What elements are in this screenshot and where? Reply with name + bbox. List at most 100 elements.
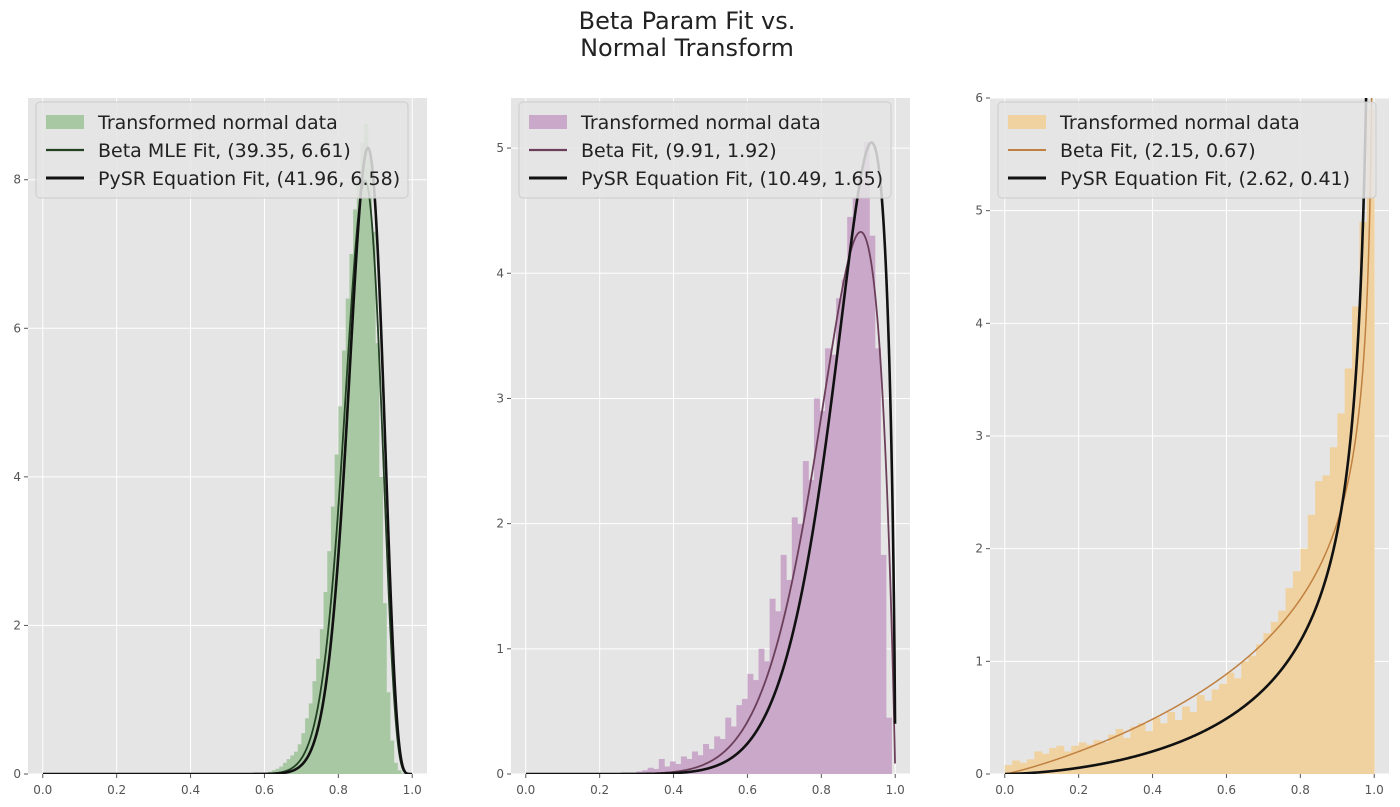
x-tick-label: 1.0 (886, 783, 905, 797)
legend-swatch-histogram (529, 115, 567, 129)
histogram-bar (1041, 753, 1050, 774)
histogram-bar (841, 279, 848, 774)
histogram-bar (858, 179, 865, 774)
y-tick-label: 6 (13, 321, 21, 335)
histogram-bar (752, 680, 759, 774)
legend-label: Beta Fit, (2.15, 0.67) (1060, 140, 1256, 162)
subplot-left: 0.0 0.2 0.4 0.6 0.8 1.0 0 2 4 6 8 Transformed norma… (13, 98, 427, 797)
histogram-bar (338, 406, 343, 774)
y-tick-label: 3 (496, 391, 504, 405)
histogram-bar (364, 124, 369, 774)
histogram-bar (1130, 726, 1139, 774)
legend: Transformed normal data Beta Fit, (2.15, … (997, 101, 1377, 199)
legend-box (35, 101, 409, 199)
histogram-bar (808, 479, 815, 774)
histogram-bar (1292, 571, 1301, 774)
histogram-bar (1167, 712, 1176, 774)
histogram-bar (279, 766, 284, 774)
beta-fit-curve (1004, 98, 1373, 774)
histogram-bar (703, 743, 710, 774)
legend: Transformed normal data Beta Fit, (9.91, … (518, 101, 892, 199)
y-tick-label: 2 (13, 618, 21, 632)
histogram-bar (390, 740, 395, 774)
histogram-bar (275, 768, 280, 774)
x-tick-label: 1.0 (1365, 783, 1384, 797)
histogram-bar (360, 142, 365, 774)
histogram-bar (725, 717, 732, 774)
histogram-bar (1019, 762, 1028, 774)
histogram-bar (1241, 661, 1250, 774)
histogram-bar (697, 755, 704, 774)
legend-label: PySR Equation Fit, (10.49, 1.65) (581, 168, 883, 190)
histogram-bar (349, 254, 354, 774)
histogram-bar (397, 770, 402, 774)
histogram-bar (1034, 751, 1043, 774)
histogram-bar (664, 766, 671, 774)
x-tick-label: 0.2 (590, 783, 609, 797)
legend-label: PySR Equation Fit, (2.62, 0.41) (1060, 168, 1350, 190)
histogram-bar (642, 770, 649, 774)
histogram-bar (1115, 728, 1124, 774)
legend-label: Transformed normal data (97, 112, 338, 134)
histogram-bar (393, 762, 398, 774)
histogram-bar (747, 673, 754, 774)
x-tick-label: 0.2 (107, 783, 126, 797)
y-tick-label: 1 (496, 642, 504, 656)
histogram-bar (1056, 745, 1065, 774)
histogram-bar (813, 398, 820, 774)
histogram-bar (1226, 672, 1235, 774)
histogram-bar (836, 298, 843, 774)
x-tick-label: 0.8 (1291, 783, 1310, 797)
histogram-bar (653, 768, 660, 774)
histogram-bar (1359, 221, 1368, 774)
x-tick-label: 0.2 (1069, 783, 1088, 797)
histogram-bar (1063, 751, 1072, 774)
y-tick-label: 8 (13, 173, 21, 187)
histogram-bar (1233, 678, 1242, 774)
histogram-bar (345, 298, 350, 774)
figure-title-line-1: Beta Param Fit vs. (579, 7, 796, 35)
y-tick-label: 4 (975, 316, 983, 330)
pysr-fit-curve (525, 141, 897, 774)
histogram-bar (342, 350, 347, 774)
histogram-bar (1189, 712, 1198, 774)
histogram-bar (1174, 719, 1183, 774)
histogram-bar (874, 348, 881, 774)
y-tick-label: 0 (496, 767, 504, 781)
histogram-bar (797, 523, 804, 774)
y-tick-label: 5 (975, 204, 983, 218)
x-tick-label: 0.0 (516, 783, 535, 797)
x-tick-label: 0.6 (255, 783, 274, 797)
beta-fit-curve (525, 231, 896, 774)
histogram-bar (1026, 759, 1035, 774)
histogram-bar (1196, 695, 1205, 774)
histogram-bar (1123, 737, 1131, 774)
y-tick-label: 4 (13, 470, 21, 484)
histogram-bar (764, 661, 771, 774)
y-tick-label: 2 (975, 542, 983, 556)
legend-label: Transformed normal data (1059, 112, 1300, 134)
subplot-right: 0.0 0.2 0.4 0.6 0.8 1.0 0 1 2 3 4 5 6 Transformed nor… (975, 91, 1389, 797)
histogram-bar (852, 198, 859, 774)
x-tick-label: 0.4 (1143, 783, 1162, 797)
legend-label: PySR Equation Fit, (41.96, 6.58) (98, 168, 400, 190)
histogram-bar (819, 410, 826, 774)
histogram-bar (378, 476, 384, 774)
histogram-bar (371, 231, 376, 774)
histogram-bar (401, 773, 406, 774)
histogram-bar (680, 756, 687, 774)
y-tick-label: 3 (975, 429, 983, 443)
y-tick-label: 0 (13, 767, 21, 781)
histogram-bar (1071, 745, 1080, 774)
histogram-bar (675, 763, 682, 774)
x-tick-label: 0.6 (738, 783, 757, 797)
histogram-bar (775, 611, 782, 774)
histogram-bar (330, 506, 336, 774)
y-tick-label: 4 (496, 266, 504, 280)
figure-title-line-2: Normal Transform (580, 34, 794, 62)
histogram-bar (1315, 481, 1323, 774)
histogram-bar (286, 759, 291, 774)
histogram-bar (382, 603, 387, 774)
histogram-bar (736, 705, 743, 774)
histogram-bar (847, 216, 854, 774)
